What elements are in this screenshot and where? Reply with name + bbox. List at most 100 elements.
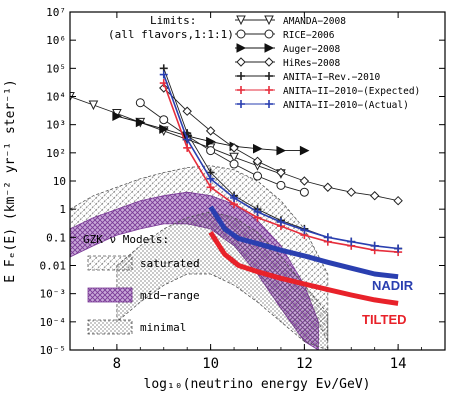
models-legend: GZK ν Models: saturated mid−range minimal xyxy=(83,233,200,335)
series-rice-2006 xyxy=(135,98,309,197)
data-point xyxy=(205,126,216,136)
x-axis-label: log₁₀(neutrino energy Eν/GeV) xyxy=(144,377,371,392)
legend-marker xyxy=(265,86,273,94)
data-point xyxy=(159,124,169,134)
axes: 8 10 12 14 10⁷ 10⁶ 10⁵ 10⁴ 10³ 10² 10 1 0.1 0.01 10⁻³ 1… xyxy=(40,6,446,372)
legend-marker xyxy=(236,43,247,53)
data-point xyxy=(370,241,379,250)
legend-entry-amanda-2008: AMANDA−2008 xyxy=(235,15,346,27)
data-point xyxy=(253,143,263,154)
series-auger-2008 xyxy=(112,111,310,156)
data-point xyxy=(253,171,262,181)
data-point xyxy=(135,117,146,128)
model-legend-mid-range: mid−range xyxy=(87,287,200,303)
legend-entry-auger-2008: Auger−2008 xyxy=(235,43,340,55)
legend-marker xyxy=(237,72,245,80)
curve-labels: NADIR TILTED xyxy=(362,278,414,327)
legend-marker xyxy=(264,29,274,39)
data-point xyxy=(206,174,215,183)
data-point xyxy=(276,145,287,156)
model-legend-swatch xyxy=(87,287,133,303)
plot-area xyxy=(70,64,403,350)
gzk-model-bands xyxy=(70,165,329,350)
data-point xyxy=(159,83,169,93)
legend-entry-anita-i-rev-2010: ANITA−I−Rev.−2010 xyxy=(235,72,381,83)
model-legend-saturated: saturated xyxy=(87,255,200,271)
series-anita-ii-2010-actual xyxy=(159,70,403,253)
y-axis-label: E Fₑ(E) (km⁻² yr⁻¹ ster⁻¹) xyxy=(3,79,18,283)
y-tick-label: 10⁻³ xyxy=(40,288,67,301)
legend-label: ANITA−II−2010−(Expected) xyxy=(283,86,420,97)
legend-marker xyxy=(237,100,245,108)
data-point xyxy=(183,143,192,152)
limit-series xyxy=(70,64,403,257)
x-tick-label: 12 xyxy=(296,356,313,372)
curve-label-nadir: NADIR xyxy=(372,278,414,293)
data-point xyxy=(369,191,380,201)
data-point xyxy=(159,70,168,79)
models-title: GZK ν Models: xyxy=(83,233,169,246)
data-point xyxy=(229,159,239,169)
data-point xyxy=(253,207,262,216)
data-point xyxy=(394,244,403,253)
data-point xyxy=(346,187,356,197)
data-point xyxy=(206,136,216,147)
legend-marker xyxy=(236,57,246,67)
limits-sublabel: (all flavors,1:1:1) xyxy=(108,28,234,41)
data-point xyxy=(276,167,286,178)
y-tick-label: 10² xyxy=(46,147,66,160)
data-point xyxy=(393,195,403,206)
legend: Limits: (all flavors,1:1:1) AMANDA−2008 R… xyxy=(108,14,420,111)
data-point xyxy=(299,176,310,186)
data-point xyxy=(159,115,169,125)
y-tick-label: 10⁷ xyxy=(46,6,66,19)
legend-marker xyxy=(237,86,245,94)
legend-label: Auger−2008 xyxy=(283,44,340,55)
y-tick-label: 1 xyxy=(59,203,66,216)
model-legend-label: saturated xyxy=(140,257,200,270)
data-point xyxy=(347,237,356,246)
legend-label: ANITA−II−2010−(Actual) xyxy=(283,100,409,111)
data-point xyxy=(299,145,310,156)
curve-nadir xyxy=(208,205,399,280)
data-point xyxy=(112,111,122,121)
legend-entry-hires-2008: HiRes−2008 xyxy=(235,57,340,69)
data-point xyxy=(276,218,285,227)
legend-entry-rice-2006: RICE−2006 xyxy=(235,29,335,41)
data-point xyxy=(252,156,263,167)
model-legend-minimal: minimal xyxy=(87,319,186,335)
data-point xyxy=(88,100,99,111)
y-tick-label: 10⁻⁵ xyxy=(40,344,67,357)
curve-tilted xyxy=(208,231,399,306)
data-point xyxy=(206,183,215,192)
model-legend-swatch xyxy=(87,319,133,335)
sensitivity-curves xyxy=(208,205,399,306)
data-point xyxy=(299,187,309,197)
y-tick-label: 10⁵ xyxy=(46,62,66,75)
legend-label: AMANDA−2008 xyxy=(283,16,346,27)
y-tick-label: 10⁻⁴ xyxy=(40,316,67,329)
data-point xyxy=(135,98,145,108)
legend-label: ANITA−I−Rev.−2010 xyxy=(283,72,381,83)
limits-label: Limits: xyxy=(150,14,196,27)
legend-entry-anita-ii-2010-expected: ANITA−II−2010−(Expected) xyxy=(235,86,420,97)
series-hires-2008 xyxy=(159,83,403,206)
model-legend-label: minimal xyxy=(140,321,186,334)
data-point xyxy=(276,180,286,190)
model-legend-swatch xyxy=(87,255,133,271)
data-point xyxy=(300,226,309,235)
legend-marker xyxy=(264,15,274,26)
x-tick-label: 10 xyxy=(202,356,219,372)
y-tick-label: 0.01 xyxy=(40,260,67,273)
y-tick-label: 10⁶ xyxy=(46,34,66,47)
data-point xyxy=(182,106,192,116)
y-tick-label: 10 xyxy=(53,175,66,188)
y-tick-label: 0.1 xyxy=(46,231,66,244)
legend-entry-anita-ii-2010-actual: ANITA−II−2010−(Actual) xyxy=(235,100,409,111)
data-point xyxy=(206,146,216,156)
legend-marker xyxy=(264,43,275,53)
legend-marker xyxy=(264,57,274,67)
legend-marker xyxy=(236,15,246,26)
legend-marker xyxy=(236,29,246,39)
